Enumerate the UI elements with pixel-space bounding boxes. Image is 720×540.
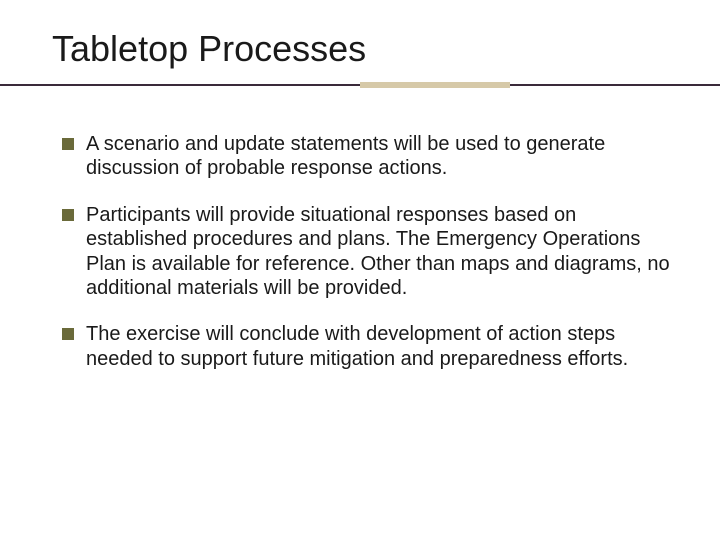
square-bullet-icon: [62, 209, 74, 221]
divider-accent: [360, 82, 510, 88]
bullet-list: A scenario and update statements will be…: [56, 132, 672, 371]
list-item: A scenario and update statements will be…: [62, 132, 672, 181]
list-item-text: Participants will provide situational re…: [86, 204, 670, 299]
square-bullet-icon: [62, 328, 74, 340]
list-item: The exercise will conclude with developm…: [62, 322, 672, 371]
list-item-text: A scenario and update statements will be…: [86, 133, 605, 179]
page-title: Tabletop Processes: [52, 28, 672, 70]
square-bullet-icon: [62, 138, 74, 150]
title-divider: [0, 82, 720, 92]
list-item-text: The exercise will conclude with developm…: [86, 323, 628, 369]
slide: Tabletop Processes A scenario and update…: [0, 0, 720, 540]
list-item: Participants will provide situational re…: [62, 203, 672, 301]
